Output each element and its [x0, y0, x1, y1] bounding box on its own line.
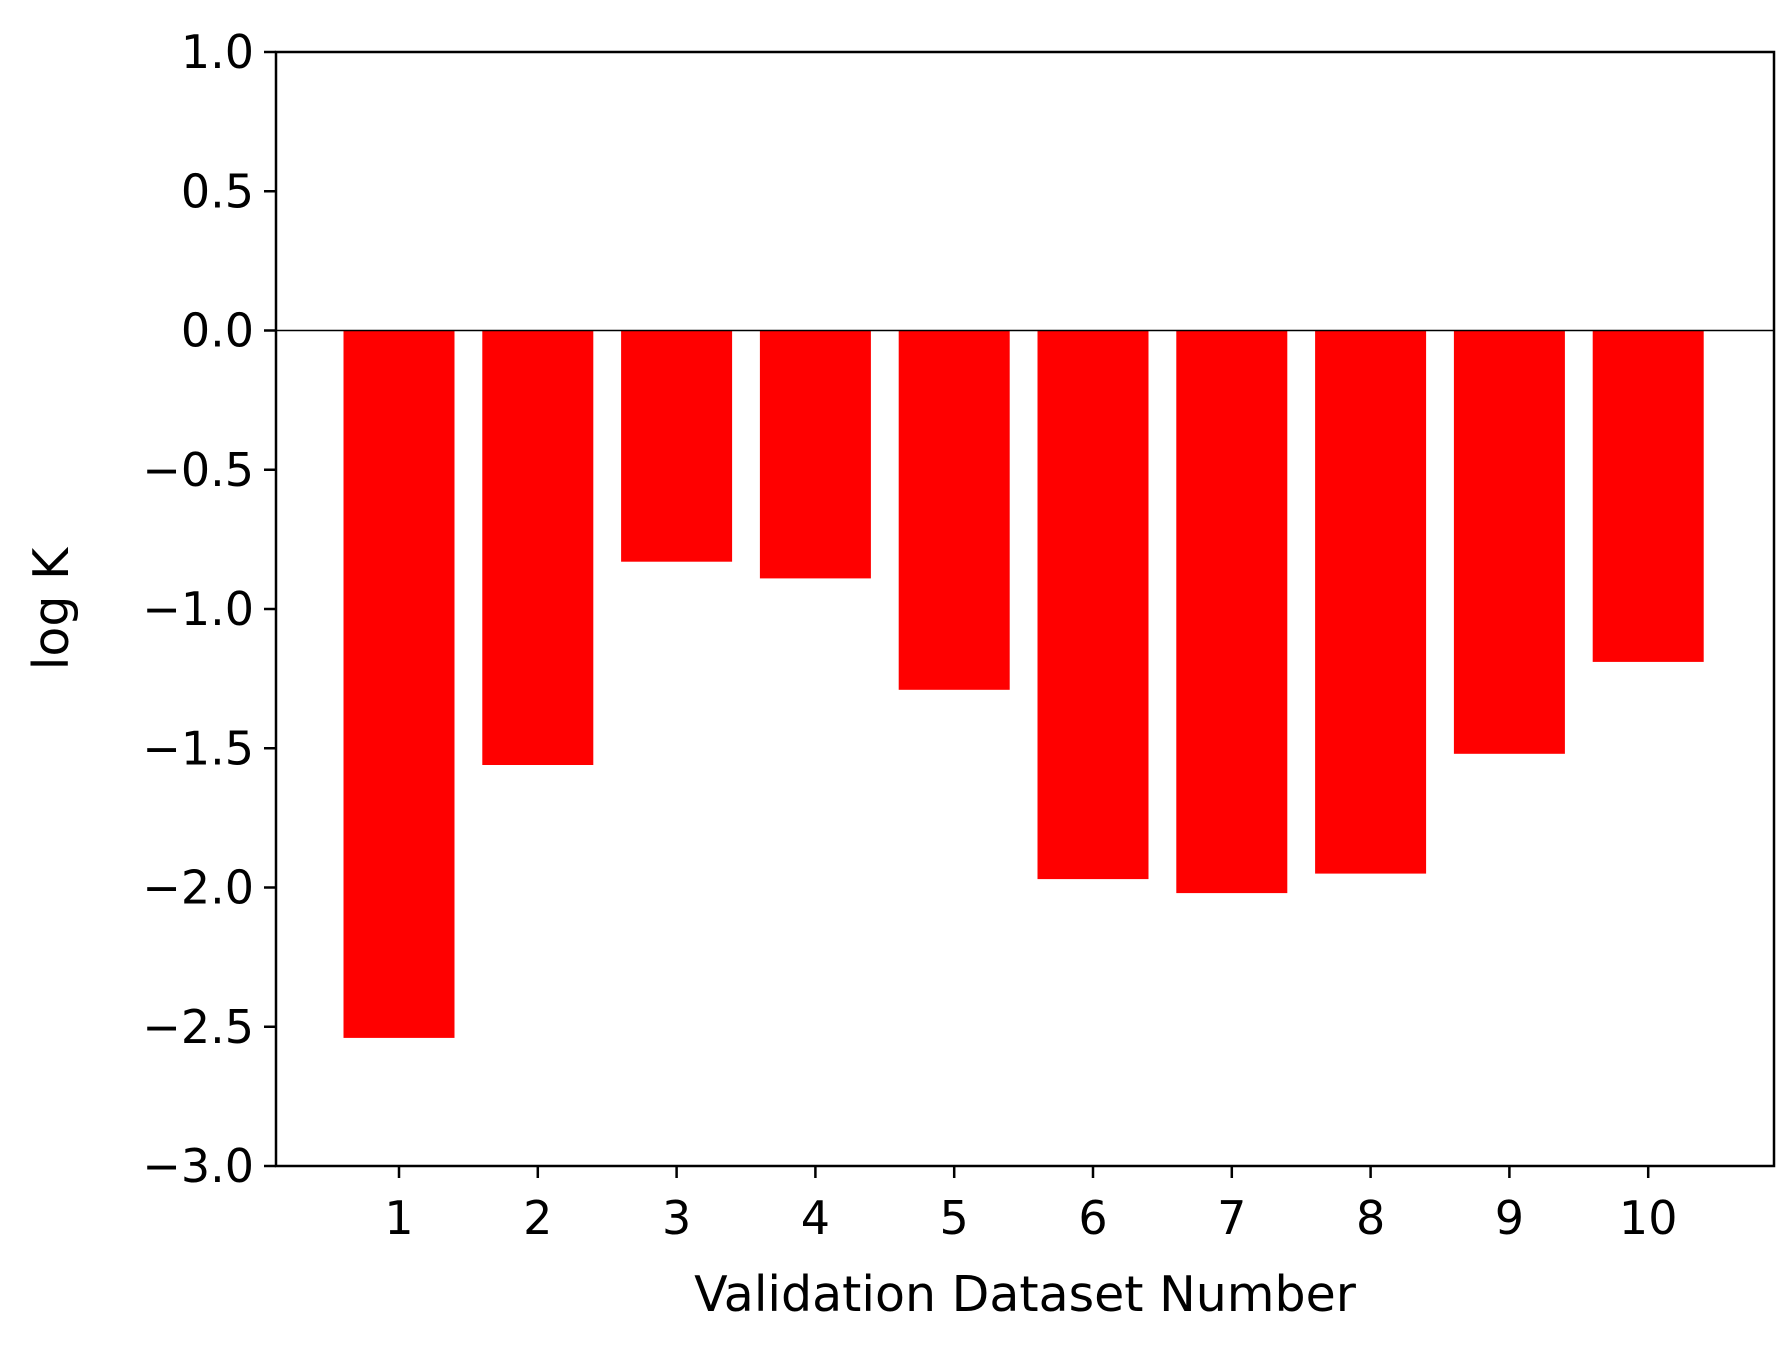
x-tick-label: 1 [384, 1191, 413, 1245]
x-tick-label: 9 [1495, 1191, 1524, 1245]
y-tick-label: −1.0 [142, 582, 254, 636]
y-axis-label: log K [23, 546, 80, 670]
y-tick-label: −2.5 [142, 1000, 254, 1054]
bars-group [343, 330, 1704, 1038]
x-tick-label: 3 [662, 1191, 691, 1245]
x-tick-label: 5 [940, 1191, 969, 1245]
bar-4 [759, 330, 871, 579]
y-tick-label: −1.5 [142, 721, 254, 775]
y-tick-label: 1.0 [181, 25, 254, 79]
bar-8 [1315, 330, 1427, 874]
y-tick-label: −2.0 [142, 861, 254, 915]
x-tick-label: 10 [1619, 1191, 1678, 1245]
bar-3 [621, 330, 733, 562]
y-tick-label: −0.5 [142, 443, 254, 497]
bar-9 [1453, 330, 1565, 754]
bar-6 [1037, 330, 1149, 880]
y-tick-label: 0.5 [181, 164, 254, 218]
x-tick-label: 4 [801, 1191, 830, 1245]
bar-7 [1176, 330, 1288, 894]
x-tick-label: 2 [523, 1191, 552, 1245]
x-tick-label: 8 [1356, 1191, 1385, 1245]
bar-10 [1592, 330, 1704, 662]
y-tick-label: −3.0 [142, 1139, 254, 1193]
x-tick-label: 6 [1078, 1191, 1107, 1245]
y-tick-label: 0.0 [181, 304, 254, 358]
bar-5 [898, 330, 1010, 690]
x-tick-label: 7 [1217, 1191, 1246, 1245]
bar-2 [482, 330, 594, 765]
bar-1 [343, 330, 455, 1038]
x-axis: 1 2 3 4 5 6 7 8 9 10 [384, 1166, 1677, 1245]
x-axis-label: Validation Dataset Number [694, 1266, 1357, 1323]
y-axis: 1.0 0.5 0.0 −0.5 −1.0 −1.5 −2.0 −2.5 −3.0 [142, 25, 276, 1193]
